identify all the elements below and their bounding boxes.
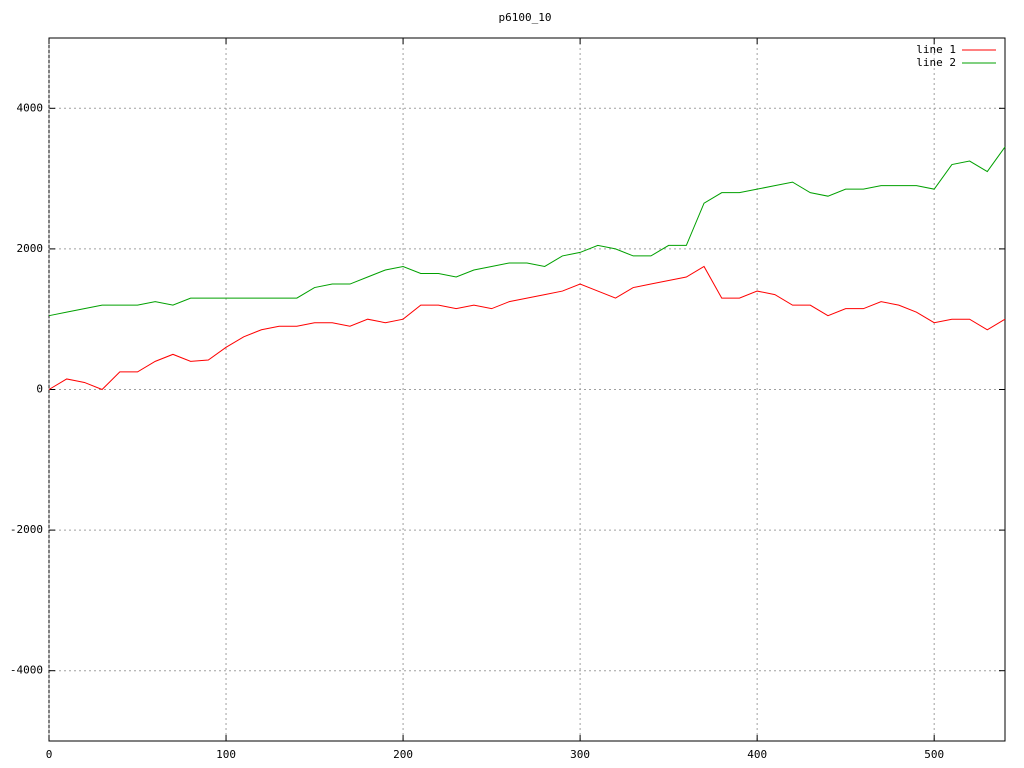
y-tick-label: -2000 [10,523,43,536]
x-tick-label: 500 [924,748,944,761]
data-line [48,265,1006,391]
legend-label: line 1 [916,43,956,56]
y-tick-label: -4000 [10,664,43,677]
x-tick-label: 400 [747,748,767,761]
chart-title: p6100_10 [499,11,552,24]
x-tick-label: 0 [46,748,53,761]
data-line [48,146,1006,317]
y-tick-label: 4000 [17,101,44,114]
x-tick-label: 200 [393,748,413,761]
legend-label: line 2 [916,56,956,69]
x-tick-label: 300 [570,748,590,761]
x-tick-label: 100 [216,748,236,761]
y-tick-label: 0 [36,383,43,396]
plot-frame [48,37,1006,742]
y-tick-label: 2000 [17,242,44,255]
